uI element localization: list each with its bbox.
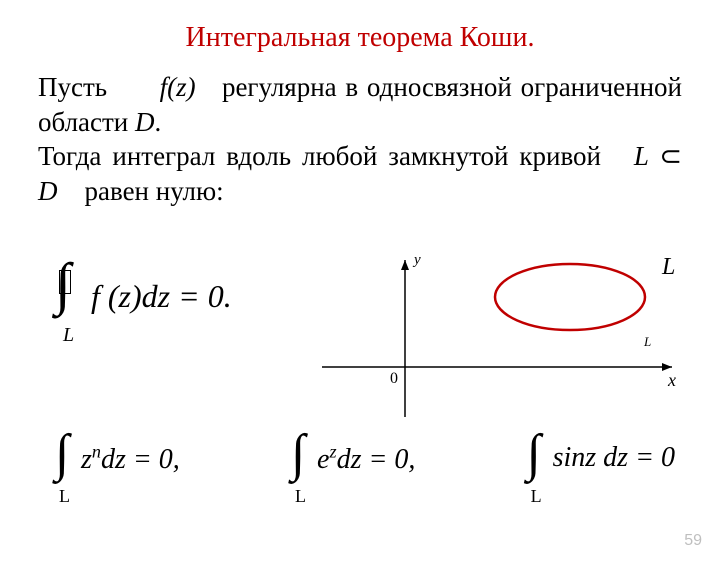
L-symbol: L: [634, 141, 649, 171]
contour-ellipse: [495, 264, 645, 330]
integrand: ezdz = 0,: [317, 444, 415, 475]
examples-row: ∫ L zndz = 0, ∫ L ezdz = 0, ∫ L sinz dz …: [55, 442, 675, 476]
example-formula-2: ∫ L ezdz = 0,: [291, 442, 415, 476]
L-label-large: L: [662, 254, 675, 281]
y-arrow-icon: [401, 260, 409, 270]
text-part: равен нулю:: [85, 176, 224, 206]
integral-sign-icon: ∫: [55, 424, 69, 483]
integral-sub-L: L: [59, 486, 70, 507]
text-part: Пусть: [38, 72, 116, 102]
integral-sign-icon: ∫: [527, 424, 541, 483]
integral-sub-L: L: [295, 486, 306, 507]
y-axis-label: y: [414, 252, 421, 269]
text-part: Тогда интеграл вдоль любой замкнутой кри…: [38, 141, 612, 171]
integral-sub-L: L: [63, 324, 74, 347]
L-label-small: L: [644, 334, 651, 350]
integral-sub-L: L: [531, 486, 542, 507]
x-axis-label: x: [668, 370, 676, 391]
fz-symbol: f(z): [160, 72, 196, 102]
example-formula-3: ∫ L sinz dz = 0: [527, 442, 675, 476]
diagram-svg: [310, 252, 690, 422]
integrand: f (z)dz = 0.: [91, 278, 232, 315]
integrand: sinz dz = 0: [553, 442, 675, 473]
D-symbol: D: [38, 176, 58, 206]
origin-label: 0: [390, 370, 398, 388]
text-part: .: [155, 107, 162, 137]
subset-symbol: ⊂: [659, 141, 682, 171]
integrand: zndz = 0,: [81, 444, 180, 475]
integral-sign-icon: ∫: [291, 424, 305, 483]
page-title: Интегральная теорема Коши.: [0, 22, 720, 54]
coordinate-diagram: y x 0 L L: [310, 252, 690, 422]
D-symbol: D: [135, 107, 155, 137]
contour-box-icon: [59, 270, 71, 294]
example-formula-1: ∫ L zndz = 0,: [55, 442, 180, 476]
page-number: 59: [684, 532, 702, 550]
theorem-paragraph: Пусть f(z) регулярна в односвязной огран…: [38, 70, 682, 208]
